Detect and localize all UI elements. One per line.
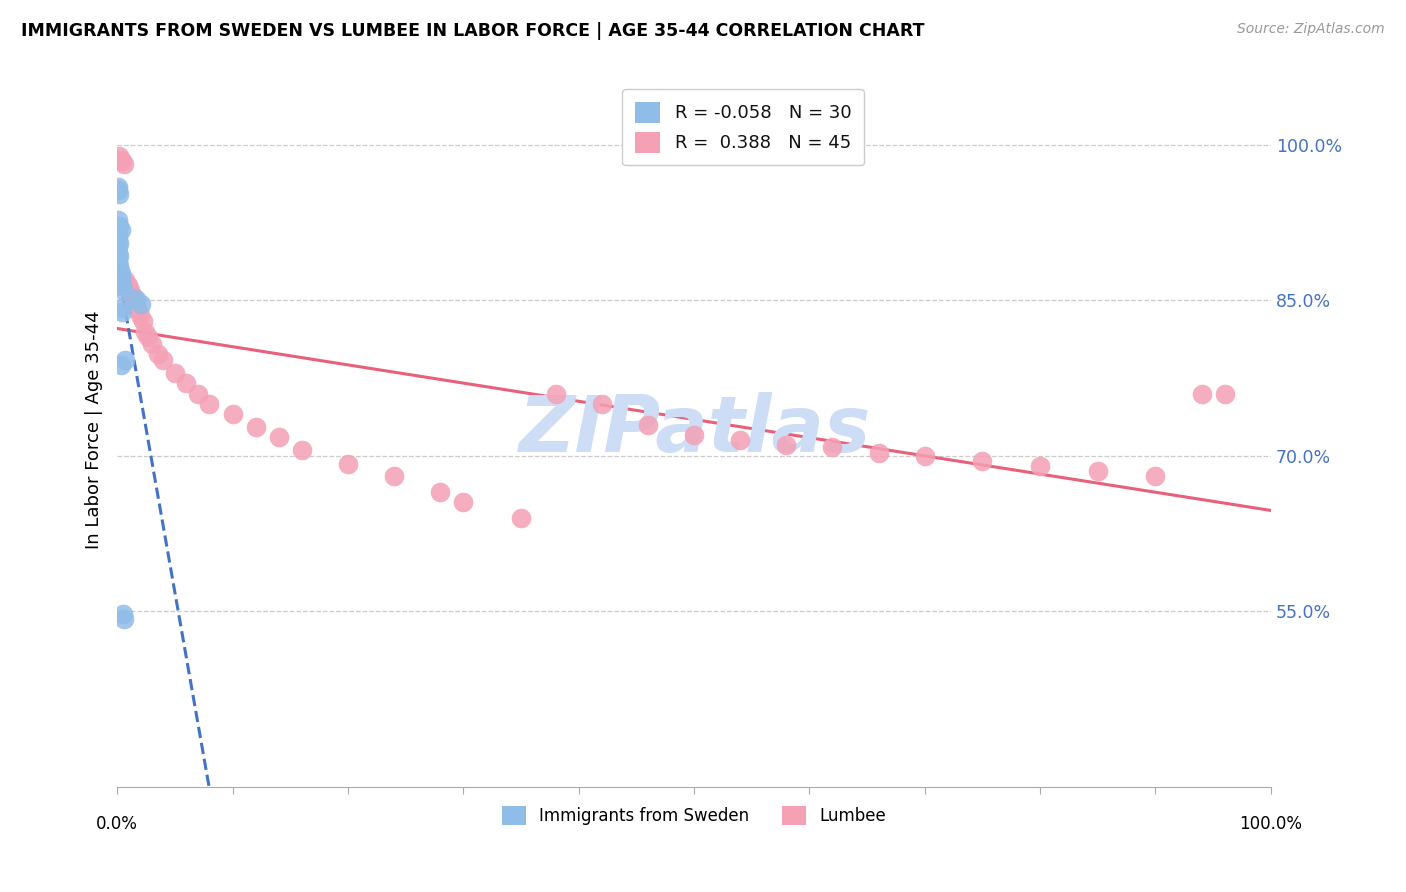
Point <box>118 283 141 297</box>
Point <box>637 417 659 432</box>
Point <box>108 272 131 286</box>
Point <box>108 249 131 263</box>
Point <box>117 277 139 292</box>
Point <box>111 283 134 297</box>
Point <box>114 353 136 368</box>
Point <box>1087 464 1109 478</box>
Point <box>972 454 994 468</box>
Point <box>111 153 134 168</box>
Point <box>107 246 129 260</box>
Point <box>107 212 129 227</box>
Point <box>108 260 131 274</box>
Point <box>1029 458 1052 473</box>
Point <box>108 263 131 277</box>
Point <box>914 449 936 463</box>
Point <box>591 397 613 411</box>
Point <box>868 445 890 459</box>
Point <box>110 153 132 167</box>
Point <box>124 293 146 308</box>
Point <box>336 457 359 471</box>
Point <box>108 186 131 201</box>
Point <box>108 235 131 250</box>
Point <box>821 440 844 454</box>
Point <box>198 397 221 411</box>
Text: IMMIGRANTS FROM SWEDEN VS LUMBEE IN LABOR FORCE | AGE 35-44 CORRELATION CHART: IMMIGRANTS FROM SWEDEN VS LUMBEE IN LABO… <box>21 22 925 40</box>
Point <box>110 358 132 372</box>
Point <box>138 329 160 343</box>
Point <box>110 223 132 237</box>
Point <box>267 430 290 444</box>
Point <box>112 612 135 626</box>
Text: 100.0%: 100.0% <box>1239 815 1302 833</box>
Point <box>683 428 706 442</box>
Point <box>111 305 134 319</box>
Point <box>121 288 143 302</box>
Point <box>108 149 131 163</box>
Point <box>131 296 153 310</box>
Text: ZIPatlas: ZIPatlas <box>517 392 870 467</box>
Point <box>152 353 174 368</box>
Point <box>429 484 451 499</box>
Point <box>146 347 169 361</box>
Point <box>291 443 314 458</box>
Point <box>1144 469 1167 483</box>
Legend: Immigrants from Sweden, Lumbee: Immigrants from Sweden, Lumbee <box>495 799 893 831</box>
Point <box>110 268 132 283</box>
Text: 0.0%: 0.0% <box>96 815 138 833</box>
Point <box>728 433 751 447</box>
Point <box>141 337 163 351</box>
Y-axis label: In Labor Force | Age 35-44: In Labor Force | Age 35-44 <box>86 310 103 549</box>
Point <box>163 366 186 380</box>
Point <box>1213 386 1236 401</box>
Point <box>111 279 134 293</box>
Point <box>108 219 131 233</box>
Point <box>125 301 148 316</box>
Point <box>107 254 129 268</box>
Point <box>451 495 474 509</box>
Point <box>107 240 129 254</box>
Point <box>510 510 533 524</box>
Point <box>107 183 129 197</box>
Point <box>114 273 136 287</box>
Point <box>187 386 209 401</box>
Text: Source: ZipAtlas.com: Source: ZipAtlas.com <box>1237 22 1385 37</box>
Point <box>110 275 132 289</box>
Point <box>1191 386 1213 401</box>
Point <box>111 607 134 621</box>
Point <box>221 407 243 421</box>
Point <box>107 256 129 270</box>
Point <box>544 386 567 401</box>
Point <box>110 301 132 315</box>
Point <box>107 179 129 194</box>
Point <box>775 438 797 452</box>
Point <box>245 419 267 434</box>
Point <box>131 314 153 328</box>
Point <box>176 376 198 391</box>
Point <box>129 308 152 322</box>
Point <box>107 231 129 245</box>
Point <box>112 157 135 171</box>
Point <box>124 293 146 307</box>
Point <box>134 325 156 339</box>
Point <box>110 266 132 280</box>
Point <box>382 469 405 483</box>
Point <box>107 227 129 242</box>
